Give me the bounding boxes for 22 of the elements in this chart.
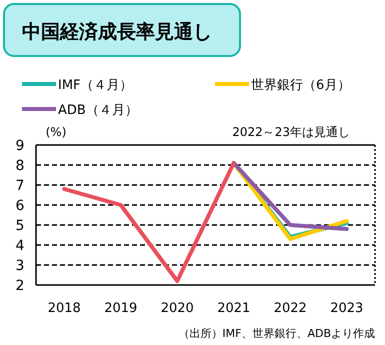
x-tick-label: 2019 <box>104 301 138 316</box>
x-tick-label: 2020 <box>160 301 194 316</box>
y-tick-label: 2 <box>16 278 24 294</box>
x-tick-label: 2021 <box>217 301 250 316</box>
text: 2022～23年は見通し <box>232 125 350 139</box>
x-tick-label: 2018 <box>48 301 81 316</box>
legend-label: IMF（４月） <box>58 78 133 93</box>
legend-label: 世界銀行（6月） <box>251 78 350 93</box>
x-tick-label: 2023 <box>330 301 364 316</box>
line-series <box>62 161 236 283</box>
x-tick-label: 2022 <box>274 301 307 316</box>
y-tick-label: 8 <box>16 158 24 174</box>
text: （出所）IMF、世界銀行、ADBより作成 <box>178 327 375 340</box>
y-axis-title: (%) <box>46 125 66 139</box>
legend-label: ADB（４月） <box>58 103 138 118</box>
y-tick-label: 6 <box>16 198 25 214</box>
y-tick-label: 7 <box>16 178 24 194</box>
y-tick-label: 5 <box>16 218 24 234</box>
y-tick-label: 3 <box>16 258 24 274</box>
y-tick-label: 4 <box>16 238 25 254</box>
y-tick-label: 9 <box>16 138 24 154</box>
chart-title: 中国経済成長率見通し <box>22 21 212 43</box>
